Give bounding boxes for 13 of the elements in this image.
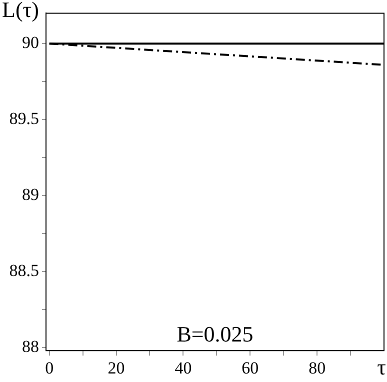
y-tick-label: 89	[22, 185, 39, 204]
x-tick-label: 80	[308, 358, 326, 378]
y-tick-label: 90	[22, 33, 39, 52]
x-tick-label: 20	[108, 358, 125, 378]
y-tick-label: 89.5	[9, 109, 39, 128]
x-tick-label: 40	[174, 358, 192, 378]
annotation: B=0.025	[176, 321, 254, 346]
y-tick-label: 88.5	[9, 261, 39, 280]
y-axis-title: L(τ)	[2, 0, 39, 22]
x-tick-label: 0	[45, 358, 54, 378]
x-tick-label: 60	[242, 358, 259, 378]
y-tick-label: 88	[22, 337, 39, 356]
x-axis-title: τ	[377, 354, 386, 380]
